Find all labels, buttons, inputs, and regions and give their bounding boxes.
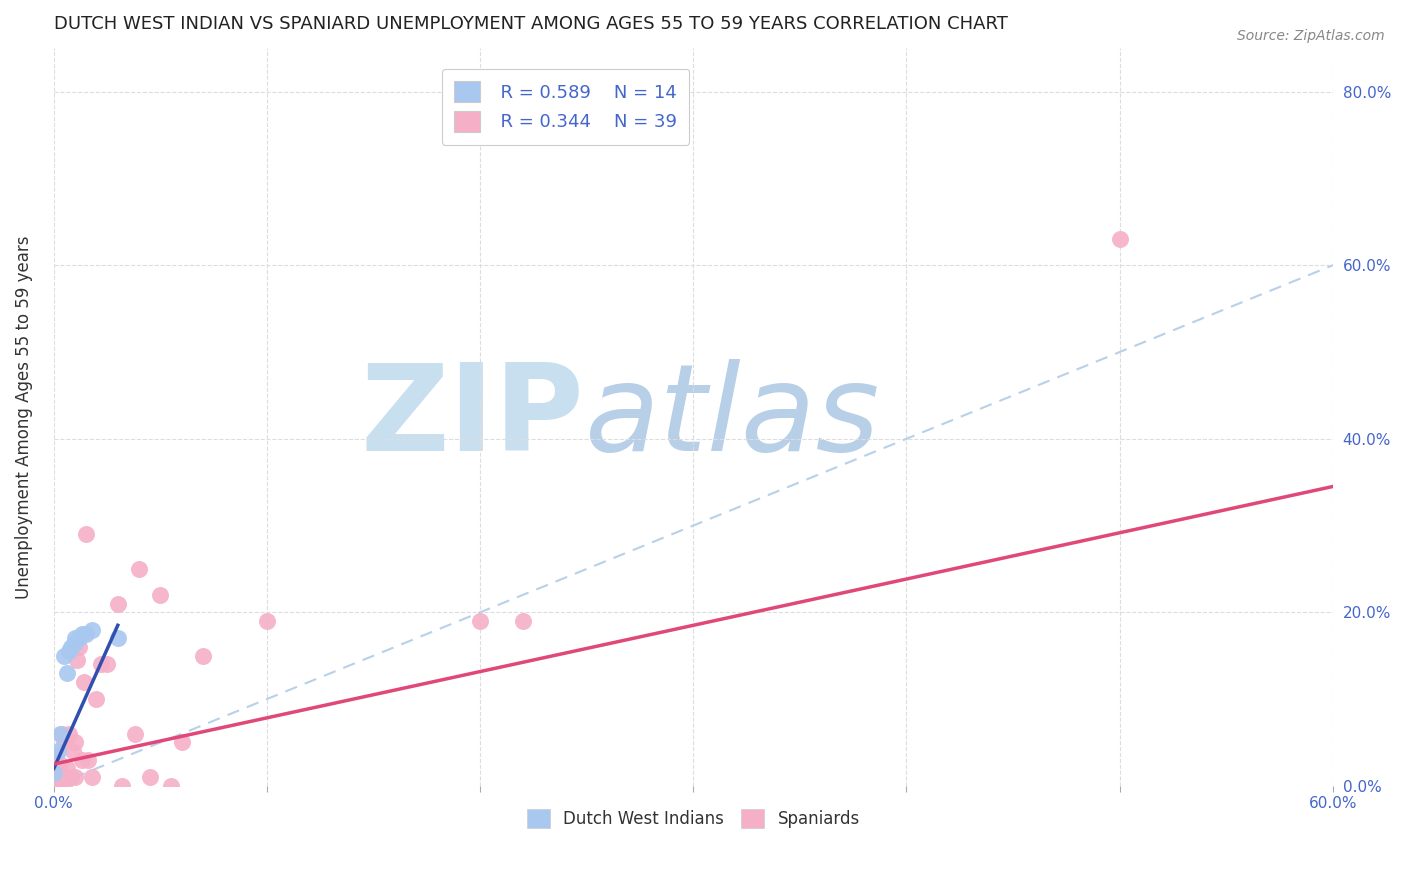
Y-axis label: Unemployment Among Ages 55 to 59 years: Unemployment Among Ages 55 to 59 years (15, 235, 32, 599)
Point (49, 757, 72, 772)
Point (77, 753, 100, 767)
Point (139, 770, 162, 784)
Point (53, 735, 76, 749)
Point (191, 648, 214, 663)
Point (49, 727, 72, 741)
Point (512, 614, 534, 628)
Point (46, 761, 69, 775)
Point (82, 770, 104, 784)
Point (124, 727, 146, 741)
Point (59, 640, 82, 654)
Point (63, 632, 86, 646)
Point (90, 657, 112, 672)
Point (66, 653, 89, 667)
Point (86, 692, 108, 706)
Point (49, 774, 72, 789)
Point (128, 562, 150, 576)
Point (45, 779, 67, 793)
Point (51, 727, 73, 741)
Point (59, 770, 82, 784)
Point (42, 765, 65, 780)
Point (1108, 232, 1130, 246)
Point (42, 774, 65, 789)
Point (63, 635, 86, 649)
Point (55, 761, 77, 775)
Point (53, 648, 76, 663)
Point (149, 588, 172, 602)
Point (58, 727, 80, 741)
Point (75, 627, 97, 641)
Point (46, 744, 69, 758)
Point (67, 632, 90, 646)
Point (96, 657, 118, 672)
Point (55, 666, 77, 681)
Legend: Dutch West Indians, Spaniards: Dutch West Indians, Spaniards (519, 800, 868, 837)
Point (53, 779, 76, 793)
Point (62, 744, 84, 758)
Point (468, 614, 491, 628)
Point (63, 770, 86, 784)
Point (107, 632, 129, 646)
Point (42, 761, 65, 775)
Point (70, 627, 93, 641)
Point (160, 779, 183, 793)
Text: ZIP: ZIP (361, 359, 585, 475)
Point (111, 779, 134, 793)
Point (63, 735, 86, 749)
Text: Source: ZipAtlas.com: Source: ZipAtlas.com (1237, 29, 1385, 44)
Point (45, 748, 67, 763)
Text: DUTCH WEST INDIAN VS SPANIARD UNEMPLOYMENT AMONG AGES 55 TO 59 YEARS CORRELATION: DUTCH WEST INDIAN VS SPANIARD UNEMPLOYME… (53, 15, 1008, 33)
Point (70, 753, 93, 767)
Point (75, 527, 97, 541)
Point (58, 644, 80, 658)
Point (256, 614, 278, 628)
Point (73, 674, 96, 689)
Point (82, 623, 104, 637)
Point (107, 597, 129, 611)
Text: atlas: atlas (585, 359, 880, 475)
Point (170, 735, 193, 749)
Point (67, 640, 90, 654)
